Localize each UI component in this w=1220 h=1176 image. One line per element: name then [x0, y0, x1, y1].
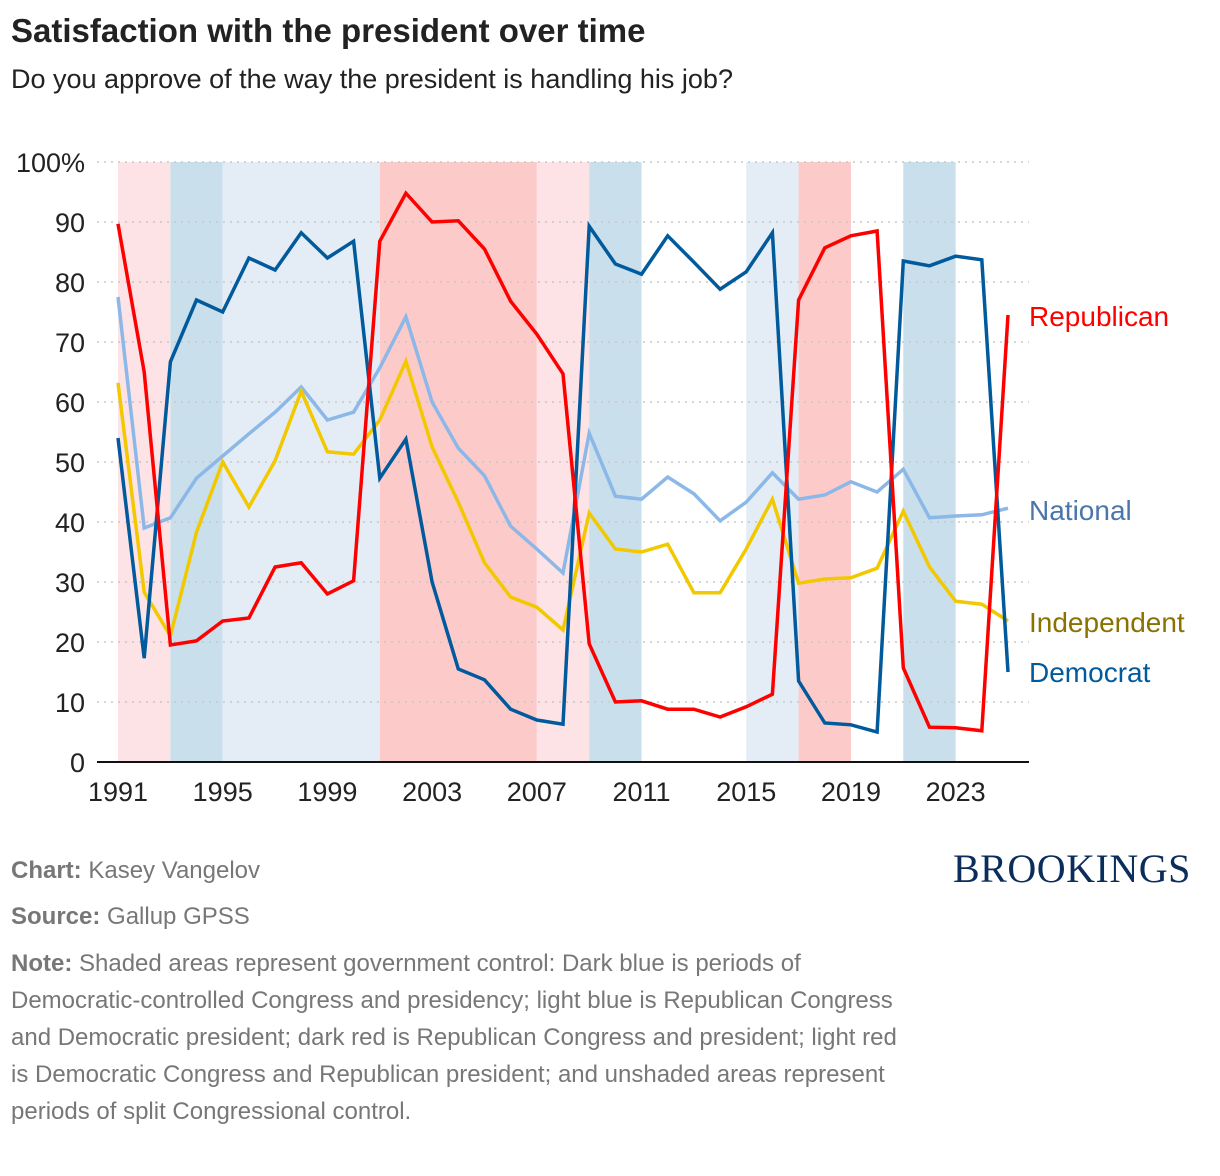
y-tick-label: 10	[55, 688, 85, 718]
x-tick-label: 1999	[297, 777, 357, 807]
chart-subtitle: Do you approve of the way the president …	[11, 64, 733, 94]
x-tick-label: 1995	[193, 777, 253, 807]
chart-note: Note: Shaded areas represent government …	[11, 950, 897, 1125]
y-tick-label: 30	[55, 568, 85, 598]
series-line-democrat	[116, 220, 1010, 735]
series-line-republican	[116, 190, 1010, 733]
x-tick-label: 2019	[821, 777, 881, 807]
x-tick-label: 2011	[612, 777, 670, 807]
shading-band	[798, 162, 851, 762]
x-tick-label: 2023	[926, 777, 986, 807]
shading-band	[379, 162, 537, 762]
x-tick-label: 2015	[716, 777, 776, 807]
chart-source: Source: Gallup GPSS	[11, 903, 250, 930]
y-tick-label: 90	[55, 208, 85, 238]
y-tick-label: 100%	[16, 148, 85, 178]
shading-bands	[118, 162, 956, 762]
axes: 0 10 20 30 40 50 60 70 80 90 100% 1991 1995 1999 2003 2…	[16, 148, 1029, 807]
brookings-logo: BROOKINGS	[953, 846, 1191, 891]
y-tick-label: 70	[55, 328, 85, 358]
gridlines	[97, 161, 1029, 703]
series-lines	[116, 190, 1010, 735]
series-label-democrat: Democrat	[1029, 657, 1151, 688]
y-tick-label: 60	[55, 388, 85, 418]
x-tick-label: 2003	[402, 777, 462, 807]
y-tick-label: 20	[55, 628, 85, 658]
chart-title: Satisfaction with the president over tim…	[11, 12, 646, 49]
y-tick-label: 50	[55, 448, 85, 478]
line-chart: 0 10 20 30 40 50 60 70 80 90 100% 1991 1995 1999 2003 2…	[16, 148, 1185, 807]
series-label-independent: Independent	[1029, 607, 1185, 638]
series-line-national	[116, 296, 1009, 577]
x-tick-label: 2007	[507, 777, 567, 807]
series-label-national: National	[1029, 495, 1132, 526]
series-labels: National Independent Democrat Republican	[1029, 301, 1185, 688]
series-label-republican: Republican	[1029, 301, 1169, 332]
chart-credit: Chart: Kasey Vangelov	[11, 857, 261, 884]
y-tick-label: 40	[55, 508, 85, 538]
series-line-independent	[116, 356, 1009, 641]
y-tick-label: 80	[55, 268, 85, 298]
shading-band	[903, 162, 956, 762]
y-tick-label: 0	[70, 748, 85, 778]
x-tick-label: 1991	[88, 777, 148, 807]
